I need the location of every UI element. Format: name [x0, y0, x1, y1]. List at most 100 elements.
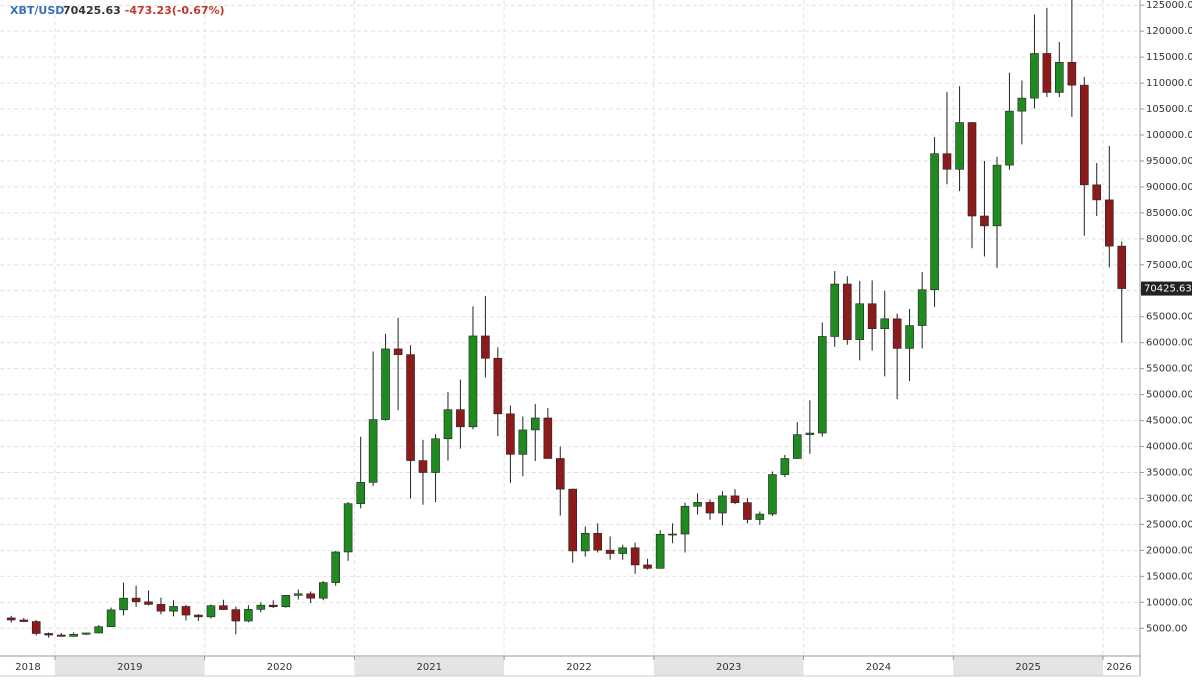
candle-body — [81, 632, 91, 635]
candle-body — [518, 429, 528, 455]
candle-body — [880, 318, 890, 329]
axis-labels: 5000.00 10000.00 15000.00 20000.00 25000.00 3… — [15, 0, 1192, 673]
candle-body — [268, 604, 278, 608]
candle-body — [6, 617, 16, 621]
candle-body — [905, 325, 914, 349]
y-tick-label: 50000.00 — [1146, 390, 1192, 401]
candle-body — [1080, 84, 1089, 186]
candle-body — [755, 513, 765, 520]
price-change: -473.23(-0.67%) — [125, 4, 225, 17]
y-tick-label: 95000.00 — [1146, 156, 1192, 167]
candle-body — [718, 495, 727, 514]
x-tick-label: 2024 — [866, 662, 891, 673]
y-tick-label: 35000.00 — [1146, 468, 1192, 479]
candle-body — [456, 409, 465, 428]
candle-body — [1105, 199, 1114, 247]
y-tick-label: 75000.00 — [1146, 260, 1192, 271]
x-tick-label: 2021 — [417, 662, 442, 673]
candle-body — [743, 502, 752, 520]
candle-body — [892, 318, 902, 349]
candle-body — [1067, 62, 1077, 86]
candle-body — [792, 434, 802, 459]
y-tick-label: 90000.00 — [1146, 182, 1192, 193]
candle-body — [318, 582, 328, 599]
x-tick-label: 2020 — [267, 662, 292, 673]
candle-body — [231, 609, 241, 622]
candle-body — [705, 502, 715, 514]
candle-body — [643, 564, 652, 569]
candle-body — [855, 303, 865, 340]
y-tick-label: 20000.00 — [1146, 545, 1192, 556]
symbol: XBT/USD — [10, 4, 64, 17]
candle-body — [605, 549, 615, 554]
y-tick-label: 30000.00 — [1146, 493, 1192, 504]
candle-body — [281, 595, 291, 608]
candle-body — [830, 283, 840, 337]
candle-body — [668, 533, 677, 536]
candle-body — [555, 458, 565, 490]
candle-body — [406, 354, 415, 461]
y-tick-label: 5000.00 — [1146, 623, 1187, 634]
last-price-tag — [1141, 281, 1192, 296]
candle-body — [131, 597, 141, 603]
candle-body — [144, 601, 153, 605]
year-band — [653, 657, 804, 676]
candle-body — [56, 634, 66, 637]
x-tick-label: 2018 — [15, 662, 40, 673]
last-price: 70425.63 — [63, 4, 121, 17]
candle-body — [817, 336, 827, 434]
candle-body — [980, 215, 989, 227]
candle-body — [31, 621, 41, 634]
year-band — [354, 657, 505, 676]
y-tick-label: 125000.00 — [1146, 0, 1192, 11]
candle-body — [69, 633, 78, 637]
y-tick-label: 120000.00 — [1146, 26, 1192, 37]
candle-body — [842, 283, 852, 340]
candle-body — [244, 609, 253, 622]
candle-body — [730, 495, 740, 503]
candle-body — [1005, 110, 1014, 166]
candle-body — [306, 593, 315, 599]
y-tick-label: 45000.00 — [1146, 416, 1192, 427]
candle-body — [293, 593, 303, 596]
y-tick-label: 40000.00 — [1146, 442, 1192, 453]
y-tick-label: 55000.00 — [1146, 364, 1192, 375]
candle-body — [206, 605, 216, 618]
candle-body — [331, 551, 340, 583]
y-tick-label: 105000.00 — [1146, 104, 1192, 115]
candle-body — [967, 122, 977, 217]
y-tick-label: 10000.00 — [1146, 597, 1192, 608]
candle-body — [468, 335, 478, 428]
y-tick-label: 15000.00 — [1146, 571, 1192, 582]
candle-body — [955, 122, 964, 170]
candle-body — [169, 606, 178, 612]
candle-body — [867, 303, 877, 329]
candle-body — [655, 534, 665, 569]
candle-body — [1117, 245, 1127, 289]
candle-body — [1017, 97, 1027, 112]
candle-body — [630, 547, 640, 566]
candle-body — [805, 432, 815, 435]
candle-body — [219, 605, 228, 610]
candle-body — [543, 417, 553, 459]
candle-body — [356, 482, 365, 504]
candle-body — [44, 633, 53, 636]
candle-body — [917, 289, 927, 326]
candle-body — [768, 474, 777, 515]
candle-body — [106, 609, 116, 628]
candle-body — [418, 460, 428, 473]
x-axis-bands — [54, 657, 1104, 676]
candle-body — [256, 604, 266, 610]
y-tick-label: 25000.00 — [1146, 519, 1192, 530]
candle-body — [194, 614, 203, 618]
candle-body — [156, 604, 166, 612]
x-tick-label: 2026 — [1106, 662, 1131, 673]
candle-body — [119, 597, 128, 611]
candle-body — [181, 606, 191, 616]
candle-body — [481, 335, 490, 359]
candle-body — [493, 357, 503, 415]
grid — [0, 0, 1140, 656]
candle-body — [506, 413, 515, 455]
